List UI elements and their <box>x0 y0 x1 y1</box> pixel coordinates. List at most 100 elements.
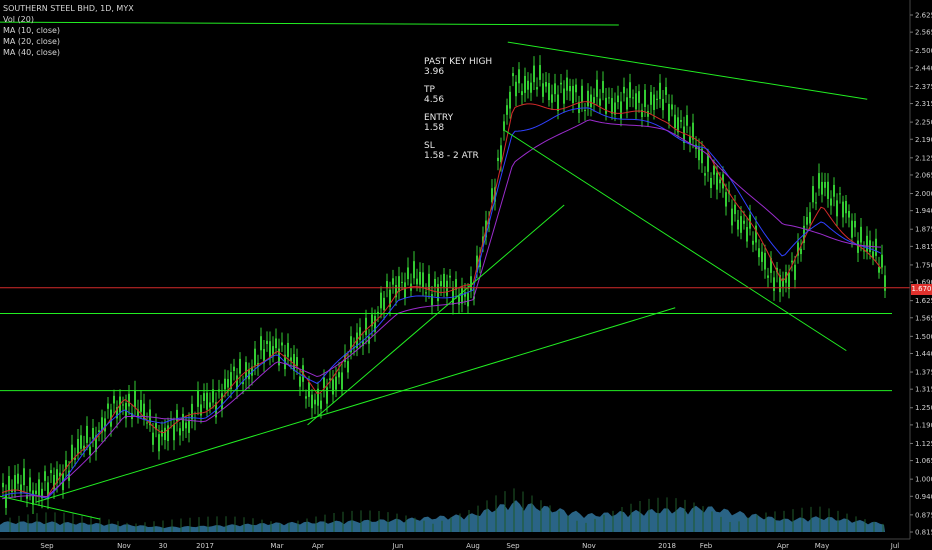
candle-body <box>617 95 619 103</box>
candle-body <box>317 388 319 406</box>
y-tick-label: 1.875 <box>915 226 932 234</box>
candle-body <box>545 82 547 87</box>
candle-body <box>95 435 97 452</box>
candle-body <box>554 83 556 95</box>
candle-body <box>872 251 874 259</box>
candle-body <box>209 402 211 408</box>
candle-body <box>539 65 541 80</box>
candle-body <box>59 472 61 477</box>
candle-body <box>665 87 667 95</box>
candle-body <box>794 264 796 280</box>
candle-body <box>791 260 793 263</box>
candle-body <box>299 376 301 387</box>
legend-study-ma10[interactable]: MA (10, close) <box>3 26 61 35</box>
candle-body <box>113 395 115 404</box>
candle-body <box>326 387 328 404</box>
candle-body <box>152 432 154 445</box>
note-value: 3.96 <box>424 67 445 77</box>
candle-body <box>761 251 763 262</box>
candle-body <box>293 354 295 371</box>
candle-body <box>365 317 367 335</box>
candle-body <box>161 430 163 437</box>
candle-body <box>419 271 421 285</box>
candle-body <box>254 348 256 366</box>
candle-body <box>17 473 19 484</box>
y-axis: 2.625 2.565 2.500 2.440 2.375 2.315 2.250 2.190… <box>910 12 932 537</box>
candle-body <box>35 490 37 494</box>
candle-body <box>401 281 403 283</box>
candle-body <box>623 86 625 94</box>
candle-body <box>275 338 277 349</box>
trendline <box>507 41 868 100</box>
candle-body <box>107 403 109 409</box>
y-tick-label: 1.440 <box>915 350 932 358</box>
candle-body <box>383 297 385 311</box>
y-tick-label: 1.625 <box>915 297 932 305</box>
candle-body <box>731 208 733 226</box>
candle-body <box>467 292 469 307</box>
candle-body <box>503 121 505 131</box>
note-value: 1.58 - 2 ATR <box>424 151 479 161</box>
candle-body <box>104 418 106 432</box>
candle-body <box>806 217 808 225</box>
candle-body <box>350 336 352 353</box>
candle-body <box>608 97 610 99</box>
candle-body <box>671 104 673 110</box>
candle-body <box>332 379 334 395</box>
candle-body <box>374 315 376 332</box>
legend-study-volume[interactable]: Vol (20) <box>3 15 34 24</box>
candle-body <box>740 216 742 233</box>
candle-body <box>428 273 430 291</box>
candle-body <box>377 311 379 313</box>
candle-body <box>797 242 799 256</box>
candle-body <box>392 278 394 285</box>
candle-body <box>512 73 514 77</box>
candle-body <box>704 173 706 176</box>
candle-body <box>341 372 343 390</box>
candle-body <box>881 254 883 268</box>
candle-body <box>632 97 634 99</box>
candle-body <box>644 89 646 107</box>
candle-body <box>263 348 265 364</box>
candle-body <box>143 403 145 420</box>
x-tick-label: Sep <box>506 542 520 550</box>
candle-body <box>380 292 382 309</box>
candle-body <box>38 479 40 497</box>
candle-body <box>788 272 790 290</box>
x-tick-label: 30 <box>159 542 168 550</box>
y-tick-label: 1.190 <box>915 421 932 429</box>
x-tick-label: Aug <box>466 542 480 550</box>
candle-body <box>821 181 823 195</box>
y-tick-label: 1.125 <box>915 440 932 448</box>
candle-body <box>44 471 46 481</box>
candle-body <box>689 135 691 145</box>
y-tick-label: 2.625 <box>915 12 932 20</box>
y-tick-label: 2.315 <box>915 100 932 108</box>
candle-body <box>587 90 589 107</box>
candle-body <box>530 82 532 93</box>
candle-body <box>866 235 868 252</box>
candle-body <box>536 87 538 90</box>
legend-study-ma20[interactable]: MA (20, close) <box>3 37 61 46</box>
candle-body <box>680 120 682 122</box>
candle-body <box>371 314 373 327</box>
candle-body <box>281 342 283 346</box>
candle-body <box>437 284 439 302</box>
candle-body <box>50 470 52 474</box>
candle-body <box>272 346 274 356</box>
candle-body <box>116 407 118 419</box>
y-tick-label: 1.250 <box>915 404 932 412</box>
candle-body <box>53 474 55 490</box>
candle-body <box>842 201 844 218</box>
candle-body <box>527 80 529 90</box>
candle-body <box>707 155 709 172</box>
legend-study-ma40[interactable]: MA (40, close) <box>3 48 61 57</box>
note-label: PAST KEY HIGH <box>424 57 493 67</box>
candle-body <box>206 392 208 410</box>
candle-body <box>590 94 592 108</box>
candle-body <box>770 258 772 273</box>
candle-body <box>362 340 364 347</box>
y-tick-label: 1.565 <box>915 314 932 322</box>
candle-body <box>710 177 712 189</box>
